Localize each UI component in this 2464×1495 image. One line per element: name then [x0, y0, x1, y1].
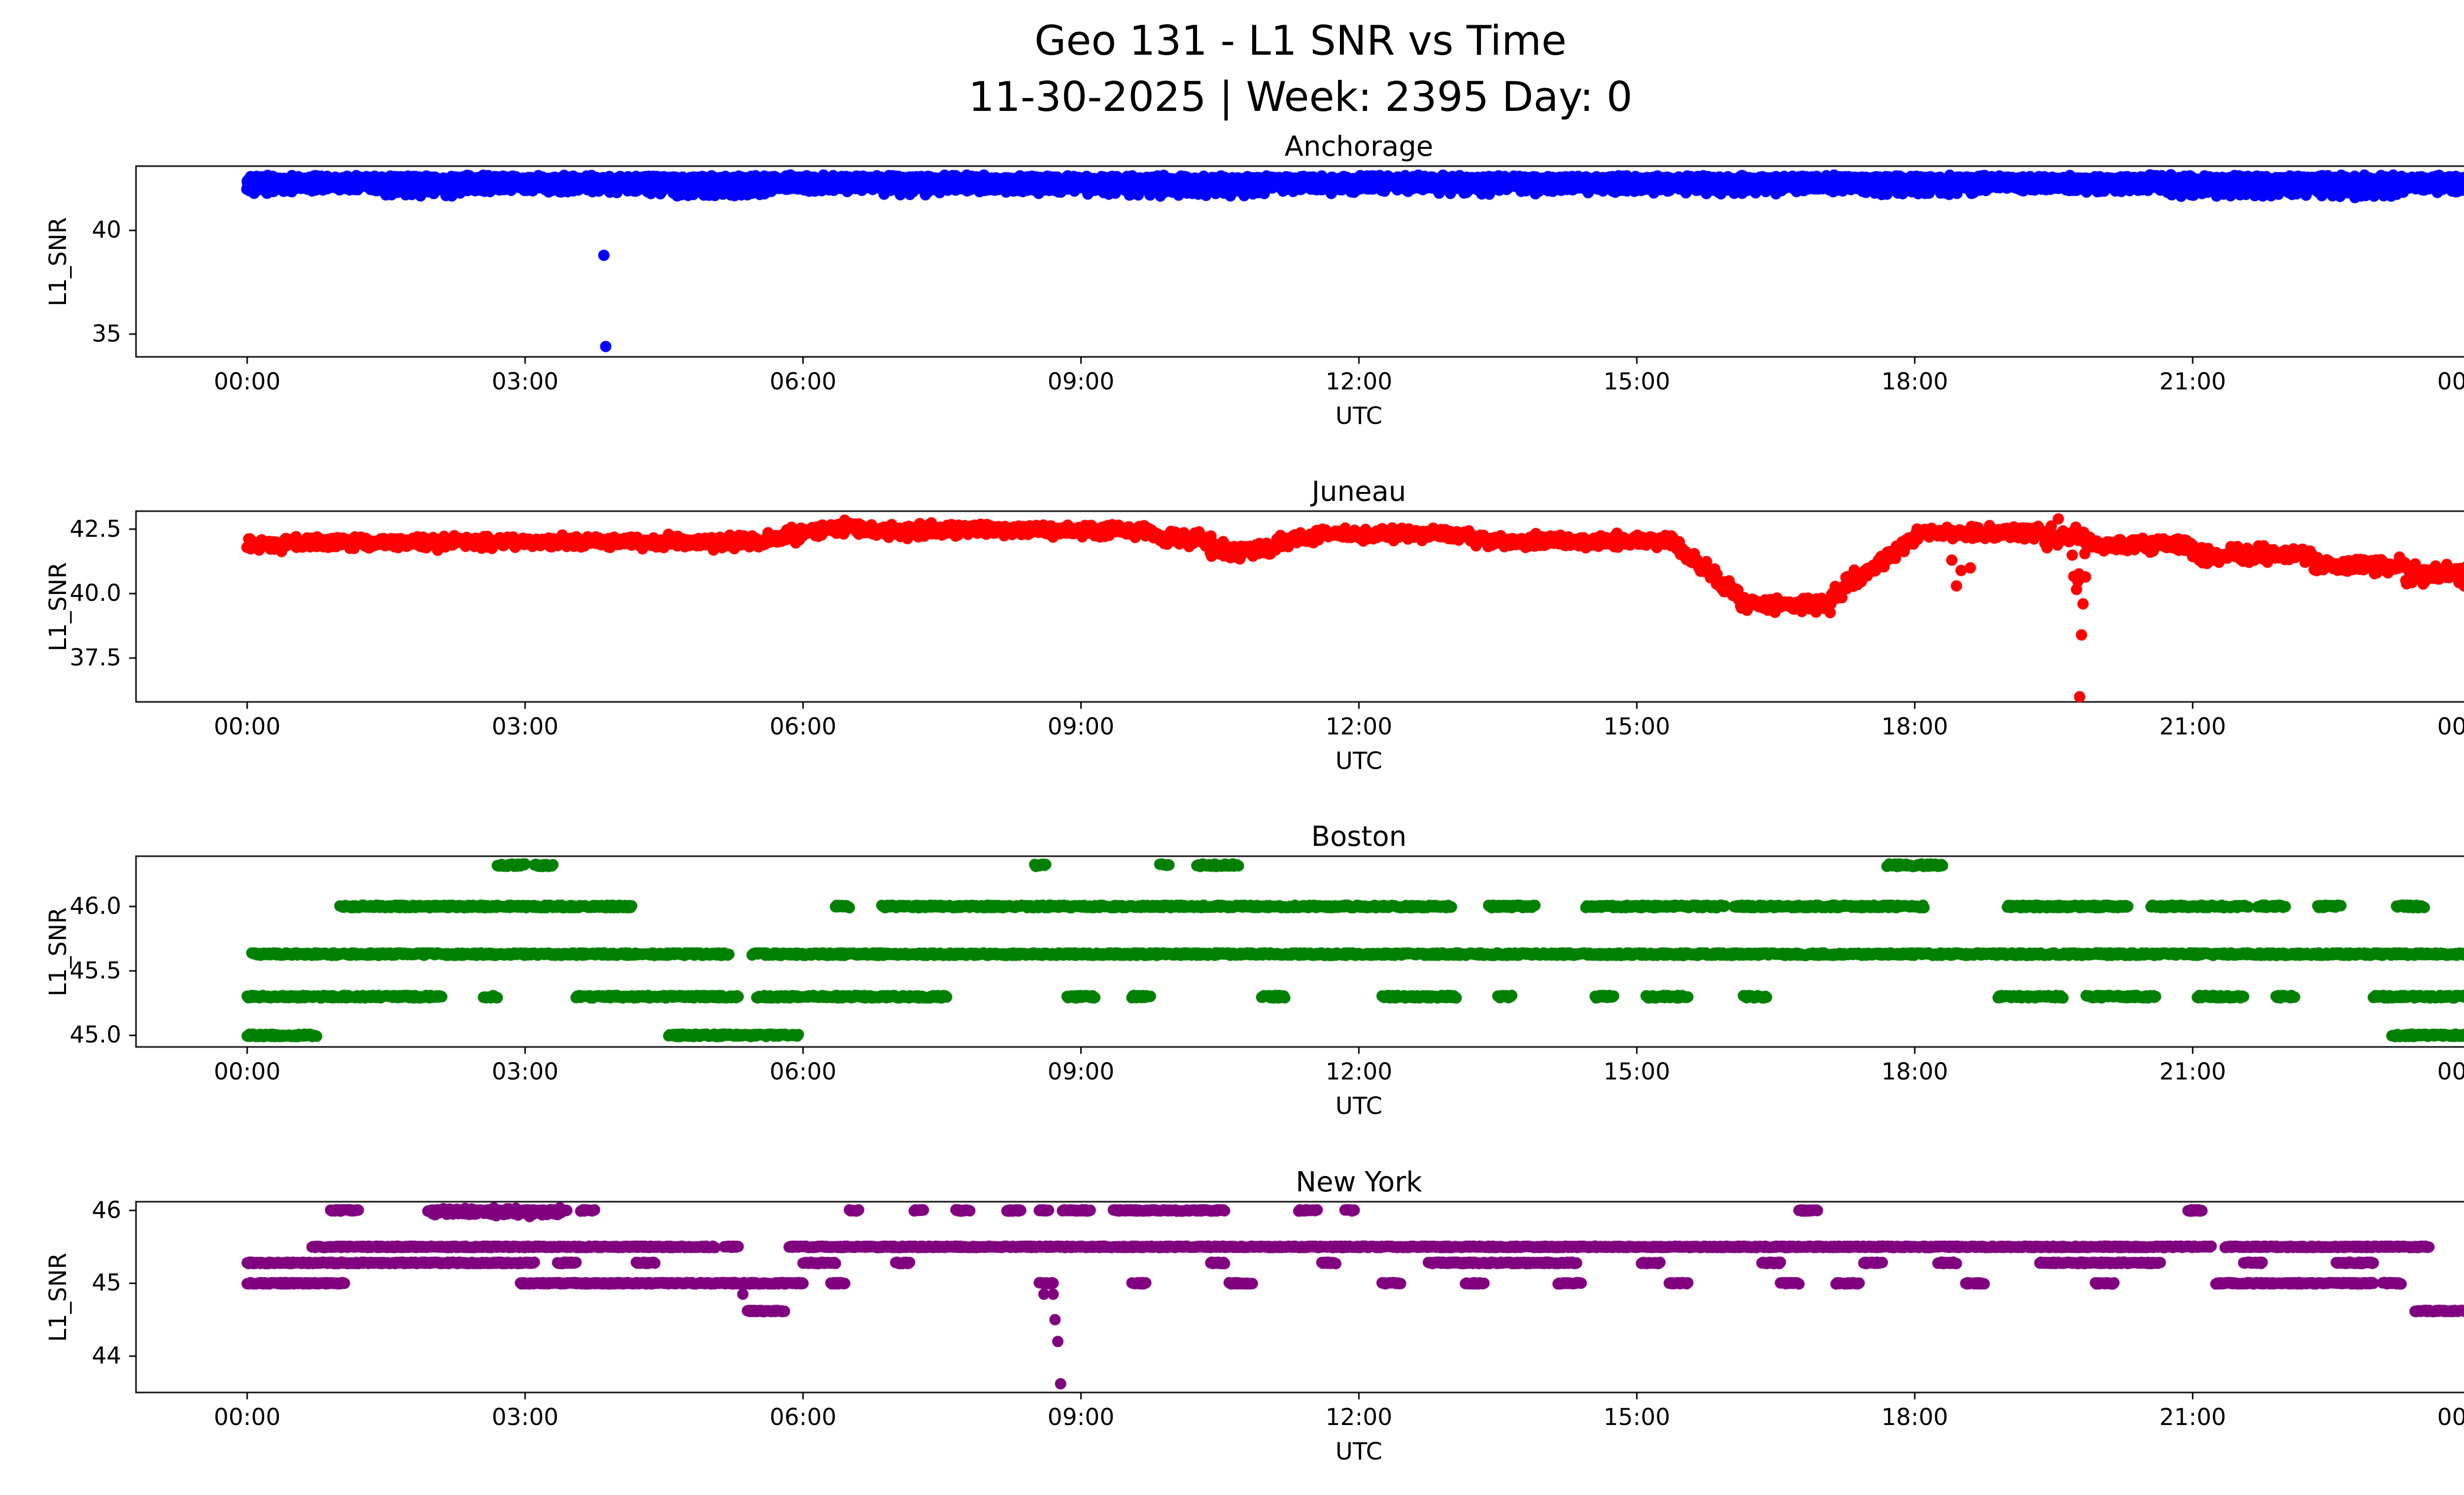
y-tick-label: 45 [92, 1269, 121, 1297]
x-tick-label: 09:00 [1047, 1404, 1115, 1431]
x-tick-label: 18:00 [1881, 1404, 1949, 1431]
x-tick-label: 06:00 [769, 1058, 837, 1085]
x-tick-label: 00:00 [2437, 713, 2464, 740]
x-axis-label-boston: UTC [1335, 1092, 1383, 1120]
x-tick-label: 15:00 [1603, 1404, 1671, 1431]
subplot-title-new-york: New York [1296, 1166, 1422, 1198]
y-tick-label: 40.0 [69, 580, 121, 607]
y-tick-label: 37.5 [69, 644, 121, 672]
x-axis-label-new-york: UTC [1335, 1438, 1383, 1465]
figure-title-line1: Geo 131 - L1 SNR vs Time [1034, 17, 1567, 65]
x-tick-label: 15:00 [1603, 713, 1671, 740]
x-tick-label: 18:00 [1881, 1058, 1949, 1085]
x-tick-label: 00:00 [213, 1058, 281, 1085]
y-tick-label: 45.5 [69, 957, 121, 984]
figure-title-line2: 11-30-2025 | Week: 2395 Day: 0 [968, 73, 1633, 121]
subplot-title-boston: Boston [1311, 821, 1407, 853]
new-york-plot-canvas [0, 1190, 2464, 1404]
x-axis-label-anchorage: UTC [1335, 402, 1383, 430]
x-tick-label: 03:00 [491, 368, 559, 395]
x-tick-label: 12:00 [1325, 1404, 1393, 1431]
subplot-title-juneau: Juneau [1311, 476, 1406, 508]
y-tick-label: 35 [92, 320, 121, 348]
x-tick-label: 18:00 [1881, 368, 1949, 395]
x-tick-label: 00:00 [2437, 1058, 2464, 1085]
x-tick-label: 21:00 [2159, 713, 2226, 740]
y-tick-label: 46 [92, 1196, 121, 1224]
x-tick-label: 15:00 [1603, 1058, 1671, 1085]
boston-plot-canvas [0, 844, 2464, 1059]
x-tick-label: 03:00 [491, 713, 559, 740]
y-tick-label: 46.0 [69, 892, 121, 920]
x-tick-label: 15:00 [1603, 368, 1671, 395]
x-tick-label: 12:00 [1325, 713, 1393, 740]
y-tick-label: 42.5 [69, 515, 121, 543]
subplot-title-anchorage: Anchorage [1284, 131, 1434, 163]
x-tick-label: 21:00 [2159, 368, 2226, 395]
anchorage-plot-canvas [0, 154, 2464, 369]
x-axis-label-juneau: UTC [1335, 747, 1383, 775]
y-tick-label: 40 [92, 216, 121, 244]
x-tick-label: 12:00 [1325, 368, 1393, 395]
figure-title: Geo 131 - L1 SNR vs Time 11-30-2025 | We… [0, 13, 2464, 125]
x-tick-label: 00:00 [213, 368, 281, 395]
x-tick-label: 00:00 [2437, 368, 2464, 395]
juneau-plot-canvas [0, 499, 2464, 714]
x-tick-label: 21:00 [2159, 1058, 2226, 1085]
x-tick-label: 09:00 [1047, 713, 1115, 740]
x-tick-label: 12:00 [1325, 1058, 1393, 1085]
x-tick-label: 03:00 [491, 1058, 559, 1085]
x-tick-label: 09:00 [1047, 1058, 1115, 1085]
x-tick-label: 21:00 [2159, 1404, 2226, 1431]
x-tick-label: 03:00 [491, 1404, 559, 1431]
y-tick-label: 45.0 [69, 1021, 121, 1049]
x-tick-label: 06:00 [769, 1404, 837, 1431]
x-tick-label: 18:00 [1881, 713, 1949, 740]
x-tick-label: 09:00 [1047, 368, 1115, 395]
x-tick-label: 06:00 [769, 713, 837, 740]
x-tick-label: 00:00 [213, 713, 281, 740]
x-tick-label: 00:00 [2437, 1404, 2464, 1431]
x-tick-label: 00:00 [213, 1404, 281, 1431]
y-tick-label: 44 [92, 1342, 121, 1370]
x-tick-label: 06:00 [769, 368, 837, 395]
